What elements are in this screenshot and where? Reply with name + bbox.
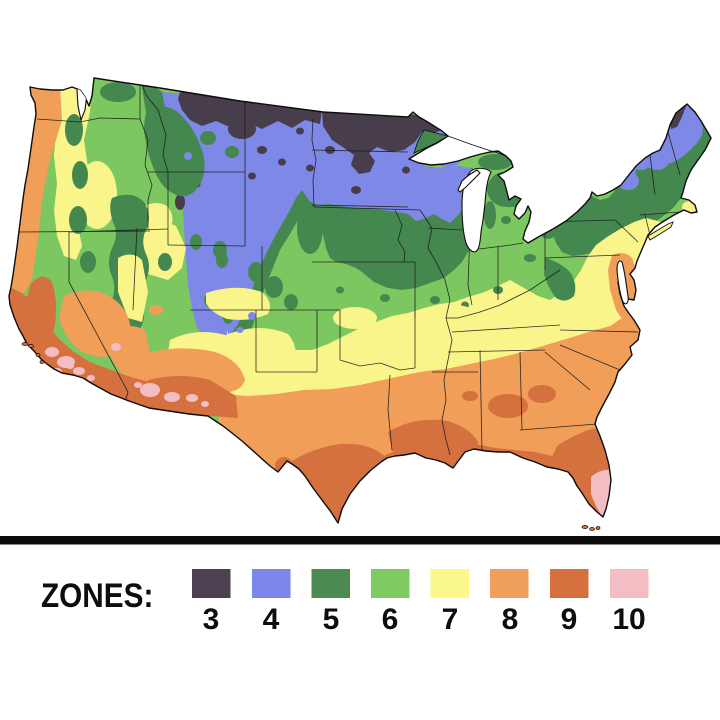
svg-text:ZONES:: ZONES: — [41, 576, 153, 614]
svg-text:7: 7 — [442, 603, 459, 636]
svg-text:10: 10 — [612, 603, 645, 636]
svg-text:9: 9 — [561, 603, 578, 636]
svg-text:8: 8 — [502, 603, 519, 636]
svg-text:4: 4 — [263, 603, 280, 636]
svg-text:6: 6 — [382, 603, 399, 636]
svg-text:5: 5 — [323, 603, 340, 636]
svg-text:3: 3 — [203, 603, 220, 636]
